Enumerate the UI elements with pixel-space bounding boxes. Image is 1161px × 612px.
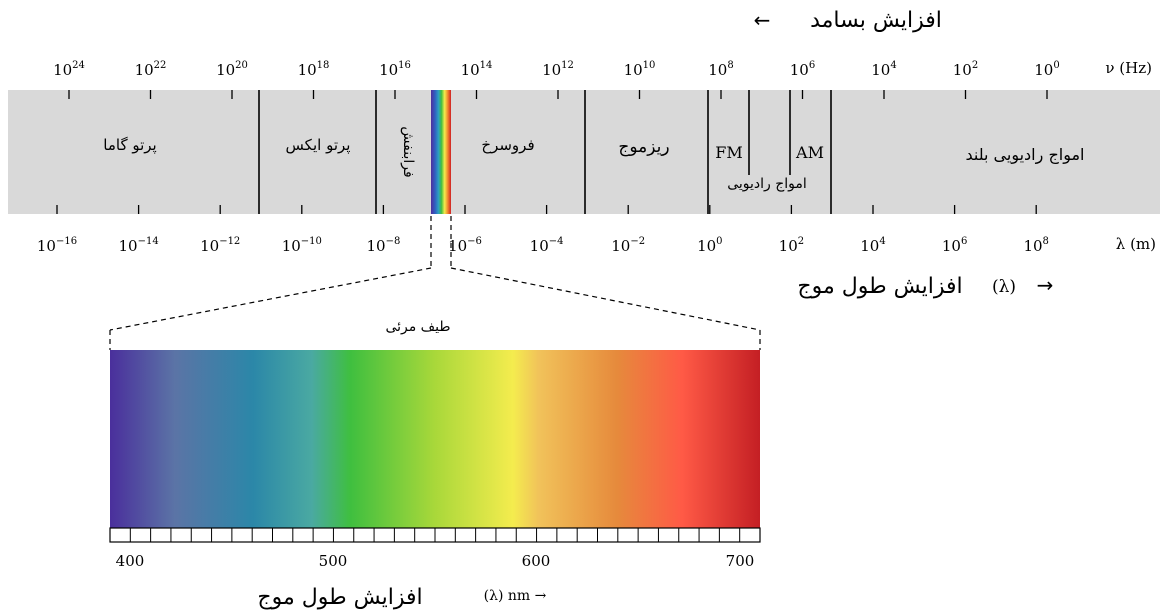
wavelength-tick-label: 108: [1023, 236, 1048, 255]
frequency-tick-label: 1024: [53, 60, 85, 79]
frequency-unit: ν (Hz): [1105, 59, 1152, 77]
frequency-tick-label: 108: [708, 60, 733, 79]
wavelength-unit: λ (m): [1116, 235, 1156, 253]
wavelength-tick-label: 10−2: [611, 236, 645, 255]
frequency-tick-label: 106: [790, 60, 815, 79]
visible-tick-500: 500: [319, 552, 348, 570]
frequency-heading: افزایش بسامد: [810, 8, 942, 33]
visible-title: طیف مرئی: [385, 319, 450, 335]
wavelength-heading: افزایش طول موج: [797, 274, 962, 299]
frequency-tick-label: 1016: [379, 60, 411, 79]
visible-tick-700: 700: [726, 552, 755, 570]
wavelength-tick-label: 10−8: [366, 236, 400, 255]
band-label-uv: فرابنفش: [400, 126, 416, 177]
frequency-tick-label: 1022: [135, 60, 167, 79]
visible-tick-600: 600: [522, 552, 551, 570]
frequency-tick-label: 102: [953, 60, 978, 79]
wavelength-tick-label: 106: [942, 236, 967, 255]
visible-spectrum: [110, 350, 760, 528]
wavelength-tick-label: 10−14: [118, 236, 158, 255]
band-label-microwave: ریزموج: [618, 137, 669, 157]
band-label-fm: FM: [715, 143, 742, 162]
band-label-radio: امواج رادیویی: [727, 176, 807, 192]
visible-unit: (λ) nm →: [484, 588, 547, 604]
band-label-gamma: پرتو گاما: [103, 136, 156, 155]
band-label-am: AM: [795, 143, 824, 162]
band-label-infrared: فروسرخ: [481, 136, 534, 154]
wavelength-tick-labels: 10−16 10−14 10−12 10−10 10−8 10−6 10−4 10−2 100 1…: [37, 236, 1049, 255]
wavelength-tick-label: 102: [779, 236, 804, 255]
wavelength-tick-label: 100: [697, 236, 722, 255]
zoom-connector: [109, 216, 761, 350]
visible-heading: افزایش طول موج: [257, 585, 422, 610]
wavelength-tick-label: 104: [860, 236, 885, 255]
band-label-xray: پرتو ایکس: [286, 136, 351, 155]
frequency-tick-label: 1010: [624, 60, 656, 79]
frequency-tick-label: 1018: [298, 60, 330, 79]
wavelength-arrow: →: [1037, 273, 1054, 297]
visible-band-strip: [431, 90, 451, 214]
visible-tick-400: 400: [116, 552, 145, 570]
frequency-tick-label: 1020: [216, 60, 248, 79]
frequency-tick-label: 104: [871, 60, 896, 79]
wavelength-tick-label: 10−16: [37, 236, 77, 255]
wavelength-ticks: [56, 205, 1037, 214]
wavelength-symbol: (λ): [992, 277, 1016, 297]
frequency-tick-label: 1014: [461, 60, 493, 79]
spectrum-bar: [8, 90, 1160, 214]
wavelength-tick-label: 10−12: [200, 236, 240, 255]
frequency-ticks: [68, 90, 1048, 99]
visible-scale-ticks: [109, 528, 761, 542]
wavelength-tick-label: 10−6: [448, 236, 482, 255]
band-label-long-radio: امواج رادیویی بلند: [965, 145, 1084, 165]
frequency-arrow: ←: [754, 8, 771, 32]
wavelength-tick-label: 10−4: [530, 236, 564, 255]
wavelength-tick-label: 10−10: [282, 236, 322, 255]
frequency-tick-label: 100: [1034, 60, 1059, 79]
frequency-tick-labels: 1024 1022 1020 1018 1016 1014 1012 1010 108 106 10…: [53, 60, 1060, 79]
frequency-tick-label: 1012: [542, 60, 574, 79]
